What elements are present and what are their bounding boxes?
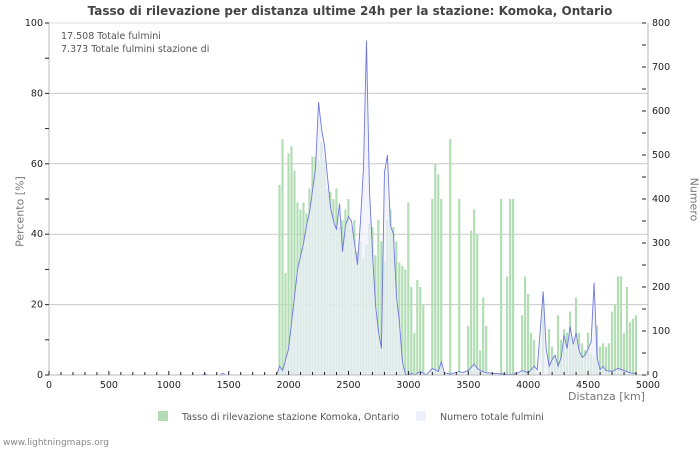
bar <box>293 170 296 375</box>
legend-swatch-green <box>158 411 168 421</box>
bar <box>404 269 407 375</box>
bar <box>601 343 605 375</box>
bar <box>284 272 287 375</box>
legend-label-total-strikes: Numero totale fulmini <box>440 412 544 423</box>
x-tick-label: 5000 <box>636 380 660 391</box>
x-tick-label: 500 <box>100 380 118 391</box>
bar <box>506 276 509 375</box>
y-tick-label-left: 0 <box>37 370 43 381</box>
bar <box>449 139 452 375</box>
bar <box>467 325 470 375</box>
y-tick-label-left: 100 <box>25 18 43 29</box>
y-tick-label-right: 500 <box>652 150 670 161</box>
bar <box>290 146 293 375</box>
x-tick-label: 4000 <box>516 380 540 391</box>
bar <box>616 276 620 375</box>
y-tick-label-right: 100 <box>652 326 670 337</box>
bar <box>524 276 527 375</box>
y-tick-label-right: 700 <box>652 62 670 73</box>
bar <box>431 199 434 375</box>
stat-station: 7.373 Totale fulmini stazione di <box>61 43 210 55</box>
bar <box>631 318 635 375</box>
bar <box>556 315 560 375</box>
stats-block: 17.508 Totale fulmini 7.373 Totale fulmi… <box>61 31 209 56</box>
y-tick-label-right: 600 <box>652 106 670 117</box>
y-tick-label-left: 60 <box>31 159 43 170</box>
y-tick-label-left: 40 <box>31 229 43 240</box>
bar <box>413 332 416 375</box>
y-tick-label-left: 80 <box>31 88 43 99</box>
y-tick-label-right: 800 <box>652 18 670 29</box>
bar <box>604 346 608 375</box>
bar <box>634 315 638 375</box>
bar <box>509 199 512 375</box>
bar <box>521 315 524 375</box>
x-tick-label: 1500 <box>217 380 241 391</box>
bar <box>458 199 461 375</box>
y-axis-left-label: Percento [%] <box>13 176 27 247</box>
legend-label-detection-rate: Tasso di rilevazione stazione Komoka, On… <box>182 412 400 423</box>
legend-item-total-strikes: Numero totale fulmini <box>416 411 544 423</box>
bar <box>610 311 614 375</box>
bar <box>380 241 383 375</box>
y-tick-label-right: 400 <box>652 194 670 205</box>
bar <box>479 350 482 375</box>
bar <box>476 234 479 375</box>
bar <box>485 325 488 375</box>
y-tick-label-left: 20 <box>31 300 43 311</box>
bar <box>287 153 290 375</box>
y-tick-label-right: 0 <box>652 370 658 381</box>
y-axis-right-label: Numero <box>687 177 700 222</box>
bar <box>598 346 602 375</box>
y-tick-label-right: 300 <box>652 238 670 249</box>
bar <box>281 139 284 375</box>
area-fill <box>201 40 637 375</box>
legend-item-detection-rate: Tasso di rilevazione stazione Komoka, On… <box>158 411 399 423</box>
bar <box>407 202 410 375</box>
x-tick-label: 2500 <box>336 380 360 391</box>
x-axis-label: Distanza [km] <box>568 390 645 403</box>
chart-title: Tasso di rilevazione per distanza ultime… <box>87 4 613 18</box>
x-tick-label: 4500 <box>576 380 600 391</box>
bar <box>613 304 617 375</box>
bar <box>625 287 629 375</box>
bar <box>482 297 485 375</box>
bar <box>401 265 404 375</box>
bar <box>473 209 476 375</box>
x-tick-label: 3500 <box>456 380 480 391</box>
bar <box>410 287 413 375</box>
legend-swatch-blue <box>416 411 426 421</box>
bar <box>628 322 632 375</box>
bar <box>622 332 626 375</box>
bar <box>434 163 437 375</box>
bar <box>512 199 515 375</box>
bar <box>470 230 473 375</box>
x-tick-label: 1000 <box>157 380 181 391</box>
x-tick-label: 0 <box>46 380 52 391</box>
bar <box>529 332 533 375</box>
bar <box>419 287 422 375</box>
bar <box>440 199 443 375</box>
bar <box>547 329 551 375</box>
y-tick-label-right: 200 <box>652 282 670 293</box>
stat-total: 17.508 Totale fulmini <box>61 31 161 42</box>
bar <box>500 199 503 375</box>
x-tick-label: 2000 <box>277 380 301 391</box>
bar <box>437 174 440 375</box>
bar <box>527 294 530 375</box>
source-footer: www.lightningmaps.org <box>3 438 109 448</box>
bar <box>619 276 623 375</box>
bar <box>532 339 536 375</box>
bar <box>416 279 419 375</box>
bar <box>607 343 611 375</box>
x-tick-label: 3000 <box>396 380 420 391</box>
bar <box>278 184 281 375</box>
bar <box>377 220 380 375</box>
bar <box>422 304 425 375</box>
